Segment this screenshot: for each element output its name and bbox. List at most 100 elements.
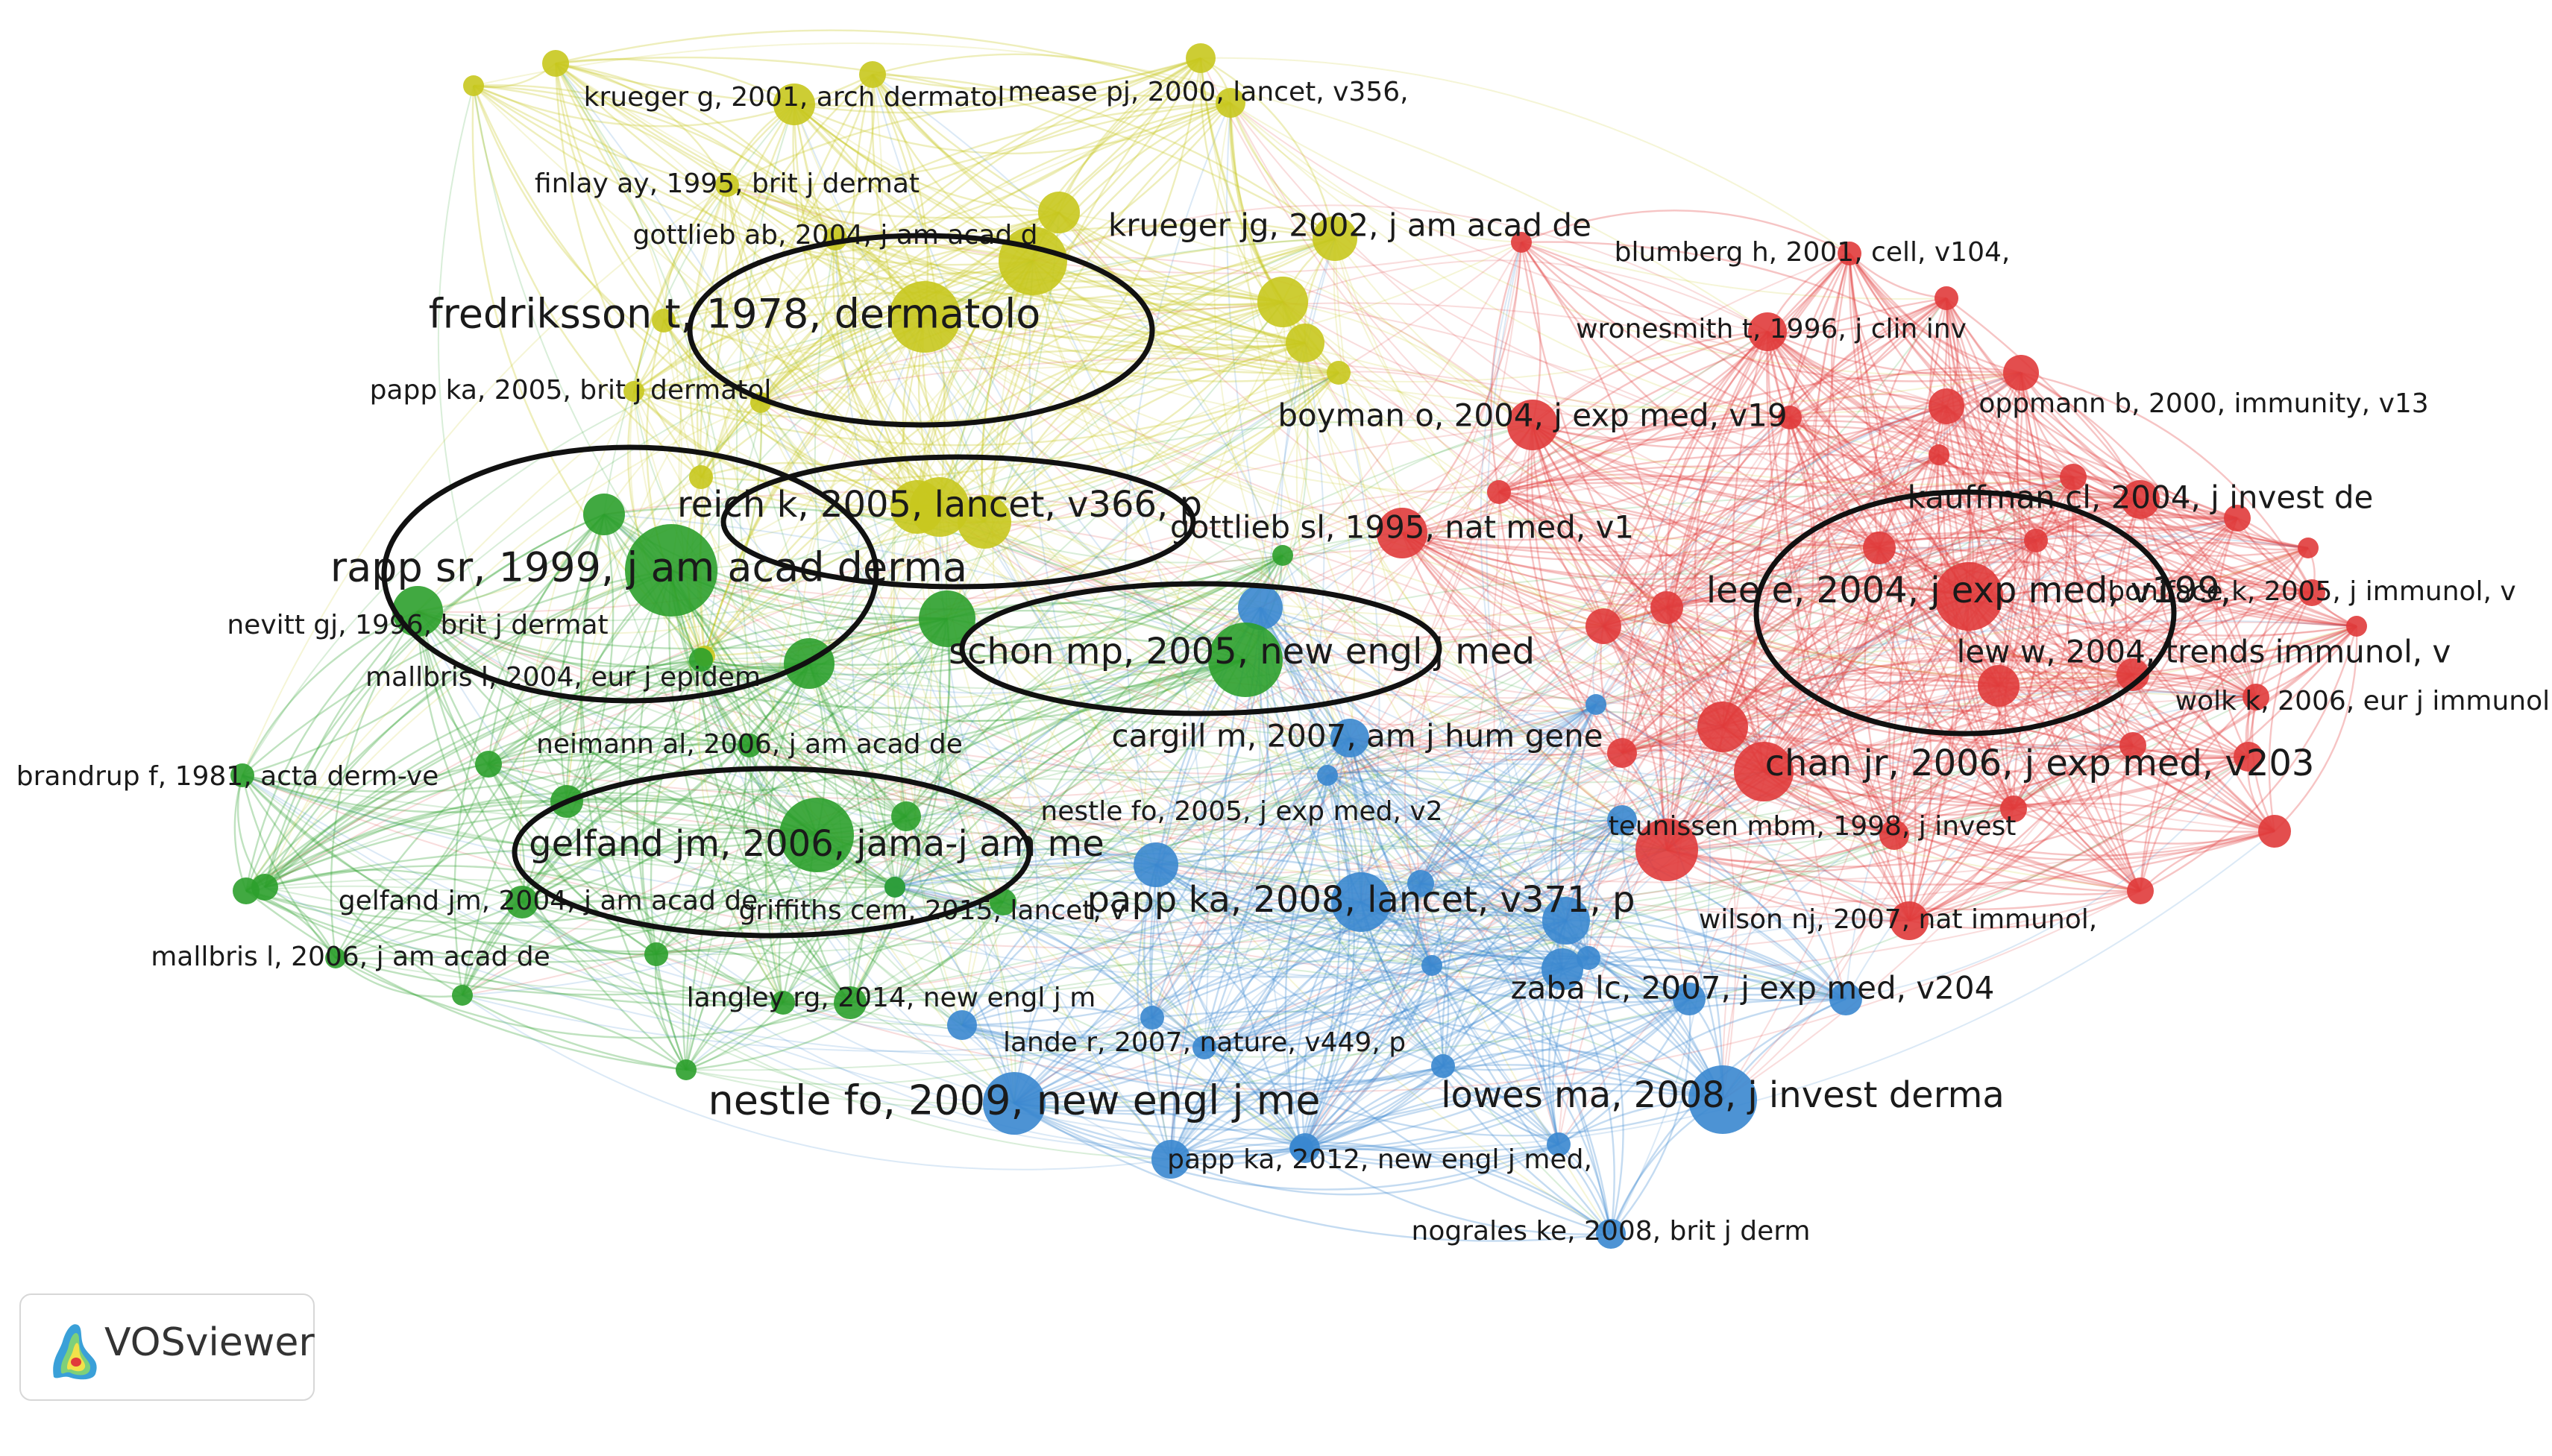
- node-papp_2005[interactable]: [623, 381, 644, 402]
- node-label-gelfand_2006[interactable]: gelfand jm, 2006, jama-j am me: [529, 823, 1104, 865]
- node-label-mease[interactable]: mease pj, 2000, lancet, v356,: [1008, 77, 1408, 107]
- node-label-schon[interactable]: schon mp, 2005, new engl j med: [949, 631, 1535, 672]
- cluster-node[interactable]: [1673, 983, 1706, 1015]
- cluster-node[interactable]: [1650, 591, 1683, 624]
- cluster-node[interactable]: [1879, 820, 1909, 850]
- node-label-neimann[interactable]: neimann al, 2006, j am acad de: [536, 729, 963, 760]
- cluster-node[interactable]: [958, 495, 1011, 549]
- node-blumberg[interactable]: [1838, 242, 1861, 265]
- cluster-node[interactable]: [2298, 538, 2319, 558]
- cluster-node[interactable]: [1140, 1006, 1164, 1030]
- node-neimann[interactable]: [738, 734, 761, 757]
- node-label-wilson[interactable]: wilson nj, 2007, nat immunol,: [1699, 904, 2097, 935]
- node-wolk[interactable]: [2243, 684, 2269, 710]
- cluster-node[interactable]: [2258, 815, 2291, 848]
- cluster-node[interactable]: [689, 465, 713, 489]
- cluster-node[interactable]: [2000, 795, 2027, 822]
- cluster-node[interactable]: [2060, 464, 2087, 491]
- node-label-papp_2008[interactable]: papp ka, 2008, lancet, v371, p: [1087, 879, 1635, 921]
- cluster-node[interactable]: [1547, 1132, 1571, 1156]
- node-label-blumberg[interactable]: blumberg h, 2001, cell, v104,: [1615, 237, 2011, 268]
- cluster-node[interactable]: [1935, 286, 1958, 310]
- cluster-node[interactable]: [1238, 585, 1283, 630]
- node-label-griffiths[interactable]: griffiths cem, 2015, lancet, v: [738, 895, 1125, 926]
- node-cargill[interactable]: [1330, 719, 1369, 757]
- node-label-lew[interactable]: lew w, 2004, trends immunol, v: [1957, 634, 2451, 670]
- cluster-node[interactable]: [1431, 1054, 1455, 1078]
- cluster-node[interactable]: [1585, 694, 1606, 715]
- cluster-node[interactable]: [1511, 232, 1532, 253]
- cluster-node[interactable]: [1542, 897, 1590, 945]
- cluster-node[interactable]: [1607, 738, 1637, 768]
- node-lande[interactable]: [1192, 1036, 1216, 1059]
- cluster-node[interactable]: [2116, 658, 2149, 691]
- cluster-node[interactable]: [1421, 955, 1442, 976]
- node-label-lowes[interactable]: lowes ma, 2008, j invest derma: [1441, 1074, 2005, 1116]
- cluster-node[interactable]: [475, 751, 502, 778]
- node-label-lee[interactable]: lee e, 2004, j exp med, v199,: [1706, 570, 2231, 611]
- cluster-node[interactable]: [2003, 355, 2039, 391]
- cluster-node[interactable]: [2024, 529, 2048, 552]
- node-rapp[interactable]: [625, 524, 717, 617]
- cluster-node[interactable]: [251, 874, 278, 901]
- cluster-node[interactable]: [2224, 505, 2251, 532]
- cluster-node[interactable]: [1607, 805, 1637, 835]
- node-label-oppmann[interactable]: oppmann b, 2000, immunity, v13: [1979, 388, 2428, 419]
- node-krueger_g[interactable]: [773, 83, 815, 125]
- node-gelfand_2004[interactable]: [506, 886, 538, 918]
- node-label-boniface[interactable]: boniface k, 2005, j immunol, v: [2108, 576, 2516, 607]
- node-teunissen[interactable]: [1635, 819, 1698, 881]
- node-zaba[interactable]: [1829, 983, 1862, 1015]
- node-nestle_2005[interactable]: [1134, 842, 1178, 887]
- cluster-node[interactable]: [2234, 742, 2263, 772]
- cluster-node[interactable]: [771, 991, 795, 1015]
- node-fredriksson[interactable]: [889, 281, 961, 353]
- node-reich[interactable]: [910, 477, 969, 537]
- node-label-lande[interactable]: lande r, 2007, nature, v449, p: [1003, 1027, 1406, 1058]
- node-boyman[interactable]: [1507, 400, 1558, 450]
- node-label-nestle_2009[interactable]: nestle fo, 2009, new engl j me: [708, 1077, 1321, 1124]
- node-label-nestle_2005[interactable]: nestle fo, 2005, j exp med, v2: [1040, 796, 1442, 827]
- node-label-wolk[interactable]: wolk k, 2006, eur j immunol, v: [2175, 686, 2552, 716]
- node-label-gottlieb_sl[interactable]: gottlieb sl, 1995, nat med, v1: [1170, 509, 1634, 546]
- node-wilson[interactable]: [1890, 901, 1929, 940]
- node-wronesmith[interactable]: [1748, 312, 1787, 351]
- node-label-nograles[interactable]: nograles ke, 2008, brit j derm: [1412, 1216, 1811, 1247]
- cluster-node[interactable]: [1257, 277, 1308, 327]
- cluster-node[interactable]: [1863, 532, 1896, 564]
- node-mallbris_2004[interactable]: [689, 648, 713, 672]
- node-label-teunissen[interactable]: teunissen mbm, 1998, j invest: [1609, 811, 2017, 842]
- cluster-node[interactable]: [919, 590, 975, 647]
- node-griffiths[interactable]: [884, 877, 905, 898]
- node-label-fredriksson[interactable]: fredriksson t, 1978, dermatolo: [429, 291, 1041, 338]
- node-lew[interactable]: [1978, 665, 2020, 707]
- cluster-node[interactable]: [583, 494, 625, 535]
- cluster-node[interactable]: [1317, 765, 1338, 786]
- node-mallbris_2006[interactable]: [325, 948, 346, 968]
- cluster-node[interactable]: [1327, 361, 1351, 385]
- cluster-node[interactable]: [1585, 608, 1621, 644]
- node-label-finlay[interactable]: finlay ay, 1995, brit j dermat: [535, 168, 920, 199]
- node-label-papp_2012[interactable]: papp ka, 2012, new engl j med,: [1167, 1144, 1592, 1175]
- node-label-boyman[interactable]: boyman o, 2004, j exp med, v19: [1277, 397, 1787, 434]
- node-label-papp_2005[interactable]: papp ka, 2005, brit j dermatol: [370, 375, 772, 406]
- cluster-node[interactable]: [1407, 870, 1434, 897]
- node-boniface[interactable]: [2298, 579, 2325, 606]
- node-lee[interactable]: [1935, 562, 2003, 631]
- cluster-node[interactable]: [1038, 192, 1080, 233]
- node-label-mallbris_2006[interactable]: mallbris l, 2006, j am acad de: [151, 942, 550, 972]
- node-label-cargill[interactable]: cargill m, 2007, am j hum gene: [1111, 718, 1603, 754]
- node-finlay[interactable]: [715, 173, 739, 197]
- node-label-krueger_g[interactable]: krueger g, 2001, arch dermatol: [584, 82, 1005, 113]
- cluster-node[interactable]: [542, 50, 569, 77]
- node-krueger_jg[interactable]: [1313, 216, 1357, 261]
- cluster-node[interactable]: [1272, 545, 1293, 566]
- cluster-node[interactable]: [2346, 616, 2367, 637]
- node-label-reich[interactable]: reich k, 2005, lancet, v366, p: [677, 484, 1202, 526]
- node-label-wronesmith[interactable]: wronesmith t, 1996, j clin inv: [1576, 314, 1967, 344]
- cluster-node[interactable]: [947, 1010, 977, 1040]
- node-label-mallbris_2004[interactable]: mallbris l, 2004, eur j epidem: [365, 662, 761, 693]
- node-label-zaba[interactable]: zaba lc, 2007, j exp med, v204: [1511, 970, 1995, 1006]
- node-nestle_2009[interactable]: [983, 1072, 1046, 1135]
